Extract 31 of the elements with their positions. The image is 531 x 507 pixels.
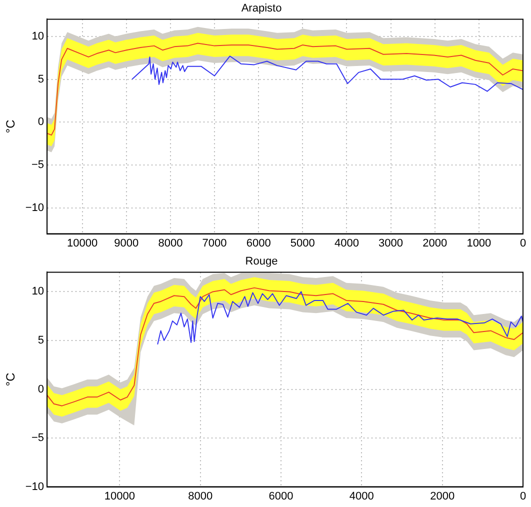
x-tick-label: 8000 [188,490,213,502]
y-tick-label: −10 [25,480,44,493]
x-tick-label: 7000 [202,237,227,250]
y-tick-label: 0 [38,383,44,396]
y-tick-label: 10 [32,286,44,298]
x-tick-label: 8000 [158,237,183,250]
x-tick-label: 2000 [422,237,448,250]
x-tick-label: 3000 [378,237,404,250]
chart-title: Arapisto [241,2,282,15]
x-tick-label: 2000 [430,490,455,502]
x-tick-label: 6000 [246,237,271,250]
y-axis-title: °C [4,119,18,134]
x-tick-label: 4000 [334,237,359,250]
x-tick-label: 1000 [466,237,492,250]
y-tick-label: −10 [25,202,44,214]
y-tick-label: 5 [38,73,44,86]
y-tick-label: −5 [32,432,44,444]
y-tick-label: 5 [38,334,44,347]
x-tick-label: 4000 [349,490,374,502]
x-tick-label: 10000 [104,490,135,502]
x-tick-label: 5000 [290,237,315,250]
x-tick-label: 6000 [268,490,294,502]
y-tick-label: 10 [32,30,44,42]
y-tick-label: −5 [32,159,44,172]
x-tick-label: 10000 [67,237,98,250]
y-axis-title: °C [4,372,18,386]
y-tick-label: 0 [38,116,44,128]
chart-title: Rouge [245,256,278,268]
x-tick-label: 0 [520,237,526,250]
x-tick-label: 9000 [114,237,139,250]
x-tick-label: 0 [520,490,526,502]
